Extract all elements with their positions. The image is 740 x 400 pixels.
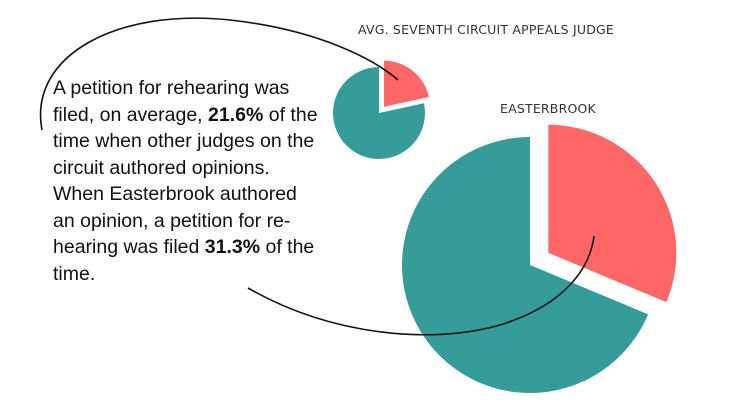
connector-line-easterbrook — [247, 235, 595, 336]
callout-easterbrook-percent: 31.3% — [204, 236, 261, 258]
callout-seg-3: of the time when other judges on the cir… — [53, 103, 318, 259]
callout-avg-percent: 21.6% — [208, 103, 264, 126]
callout-text: A petition for rehearing was filed, on a… — [53, 75, 323, 287]
pie-slice-easterbrook-other — [401, 137, 649, 393]
callout-seg-5: of the time. — [53, 236, 315, 285]
pie-slice-avg-judge-petition — [384, 60, 429, 107]
connector-line-avg — [39, 17, 399, 131]
callout-seg-1: A petition for rehearing was filed, on a… — [53, 77, 290, 126]
pie-slice-easterbrook-petition — [548, 124, 677, 303]
pies-layer — [333, 60, 677, 393]
pie-title-avg-judge: AVG. SEVENTH CIRCUIT APPEALS JUDGE — [358, 22, 615, 37]
pie-title-easterbrook: EASTERBROOK — [500, 101, 596, 116]
pie-slice-avg-judge-other — [333, 67, 425, 159]
